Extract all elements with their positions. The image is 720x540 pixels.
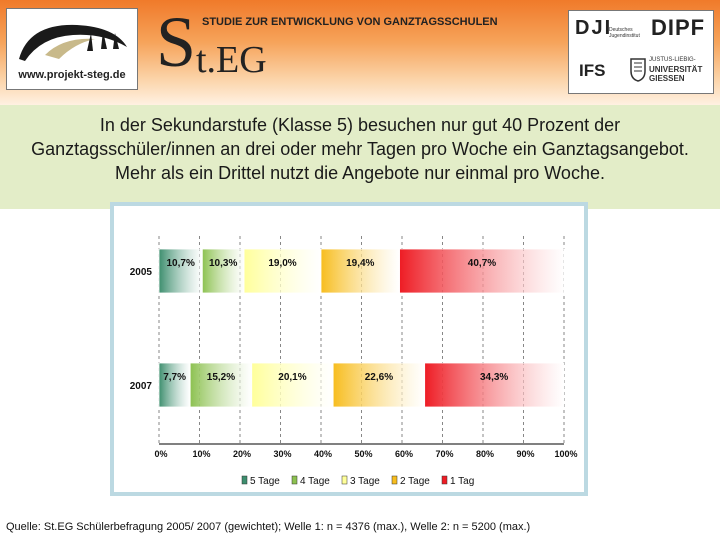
data-label: 19,4% (346, 258, 374, 269)
tick-label: 0% (154, 449, 167, 459)
intro-text: In der Sekundarstufe (Klasse 5) besuchen… (31, 115, 689, 183)
data-label: 15,2% (207, 372, 235, 383)
category-label: 2007 (130, 381, 153, 392)
giessen-name: UNIVERSITÄT (649, 65, 703, 74)
data-label: 19,0% (268, 258, 296, 269)
legend-label: 5 Tage (250, 476, 280, 487)
study-tagline: STUDIE ZUR ENTWICKLUNG VON GANZTAGSSCHUL… (202, 16, 498, 28)
tick-label: 70% (435, 449, 453, 459)
tick-label: 100% (554, 449, 577, 459)
legend-swatch (291, 475, 298, 485)
data-label: 22,6% (365, 372, 393, 383)
bar-segment (201, 248, 245, 294)
category-label: 2005 (130, 267, 153, 278)
bar-segment (332, 362, 426, 408)
legend-label: 4 Tage (300, 476, 330, 487)
legend-swatch (341, 475, 348, 485)
tick-label: 60% (395, 449, 413, 459)
bar-segment (158, 362, 191, 408)
chart-frame: 2005 10,7% 10,3% 19,0% 19,4% 40,7% 2007 7,7% 15,… (110, 202, 588, 496)
giessen-city: GIESSEN (649, 74, 685, 83)
bar-segment (251, 362, 334, 408)
legend-swatch (391, 475, 398, 485)
steg-brand-rest: t.EG (196, 39, 267, 81)
legend-label: 2 Tage (400, 476, 430, 487)
dji-logo: DJI (575, 17, 613, 39)
tick-label: 10% (192, 449, 210, 459)
bar-segment (158, 248, 203, 294)
data-label: 40,7% (468, 258, 496, 269)
dipf-logo: DIPF (651, 15, 706, 40)
steg-brand-initial: S (156, 2, 197, 82)
tick-label: 40% (314, 449, 332, 459)
legend-label: 3 Tage (350, 476, 380, 487)
university-crest-icon (630, 58, 646, 82)
bar-segment (243, 248, 322, 294)
dji-subtitle: Deutsches Jugendinstitut (609, 27, 640, 39)
tick-label: 50% (354, 449, 372, 459)
partner-logos: DJI Deutsches Jugendinstitut DIPF IFS JU… (568, 10, 714, 94)
stacked-bar-chart: 2005 10,7% 10,3% 19,0% 19,4% 40,7% 2007 7,7% 15,… (130, 236, 578, 487)
data-label: 34,3% (480, 372, 508, 383)
intro-panel: In der Sekundarstufe (Klasse 5) besuchen… (0, 105, 720, 209)
ifs-logo: IFS (579, 61, 606, 80)
giessen-prefix: JUSTUS-LIEBIG- (649, 57, 696, 63)
tick-label: 20% (233, 449, 251, 459)
tick-label: 80% (476, 449, 494, 459)
bar-segment (189, 362, 253, 408)
header-banner: www.projekt-steg.de S t.EG STUDIE ZUR EN… (0, 0, 720, 105)
tick-label: 90% (516, 449, 534, 459)
data-label: 7,7% (163, 372, 186, 383)
source-note: Quelle: St.EG Schülerbefragung 2005/ 200… (6, 521, 531, 533)
data-label: 20,1% (278, 372, 306, 383)
data-label: 10,3% (209, 258, 237, 269)
legend-swatch (241, 475, 248, 485)
data-label: 10,7% (166, 258, 194, 269)
bar-segment (320, 248, 400, 294)
bar-segment (424, 362, 564, 408)
steg-logo-icon (19, 24, 127, 61)
bar-segment (399, 248, 565, 294)
steg-logo-box: www.projekt-steg.de (6, 8, 138, 90)
tick-label: 30% (273, 449, 291, 459)
website-url: www.projekt-steg.de (18, 69, 126, 81)
legend-label: 1 Tag (450, 476, 474, 487)
legend-swatch (441, 475, 448, 485)
